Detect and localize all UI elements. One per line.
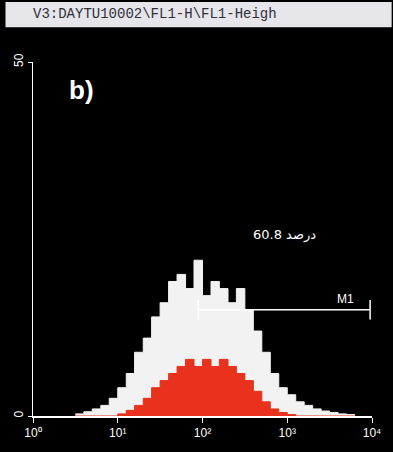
svg-text:10⁴: 10⁴	[363, 426, 382, 440]
svg-text:0: 0	[12, 411, 26, 418]
svg-text:V3:DAYTU10002\FL1-H\FL1-Heigh: V3:DAYTU10002\FL1-H\FL1-Heigh	[33, 6, 277, 22]
svg-text:b): b)	[69, 75, 94, 105]
svg-text:10¹: 10¹	[109, 426, 126, 440]
svg-text:درصد 60.8: درصد 60.8	[253, 227, 316, 243]
svg-text:10²: 10²	[194, 426, 211, 440]
svg-text:10³: 10³	[279, 426, 296, 440]
svg-text:50: 50	[12, 53, 26, 67]
svg-text:M1: M1	[337, 292, 354, 306]
svg-text:10⁰: 10⁰	[24, 426, 41, 440]
